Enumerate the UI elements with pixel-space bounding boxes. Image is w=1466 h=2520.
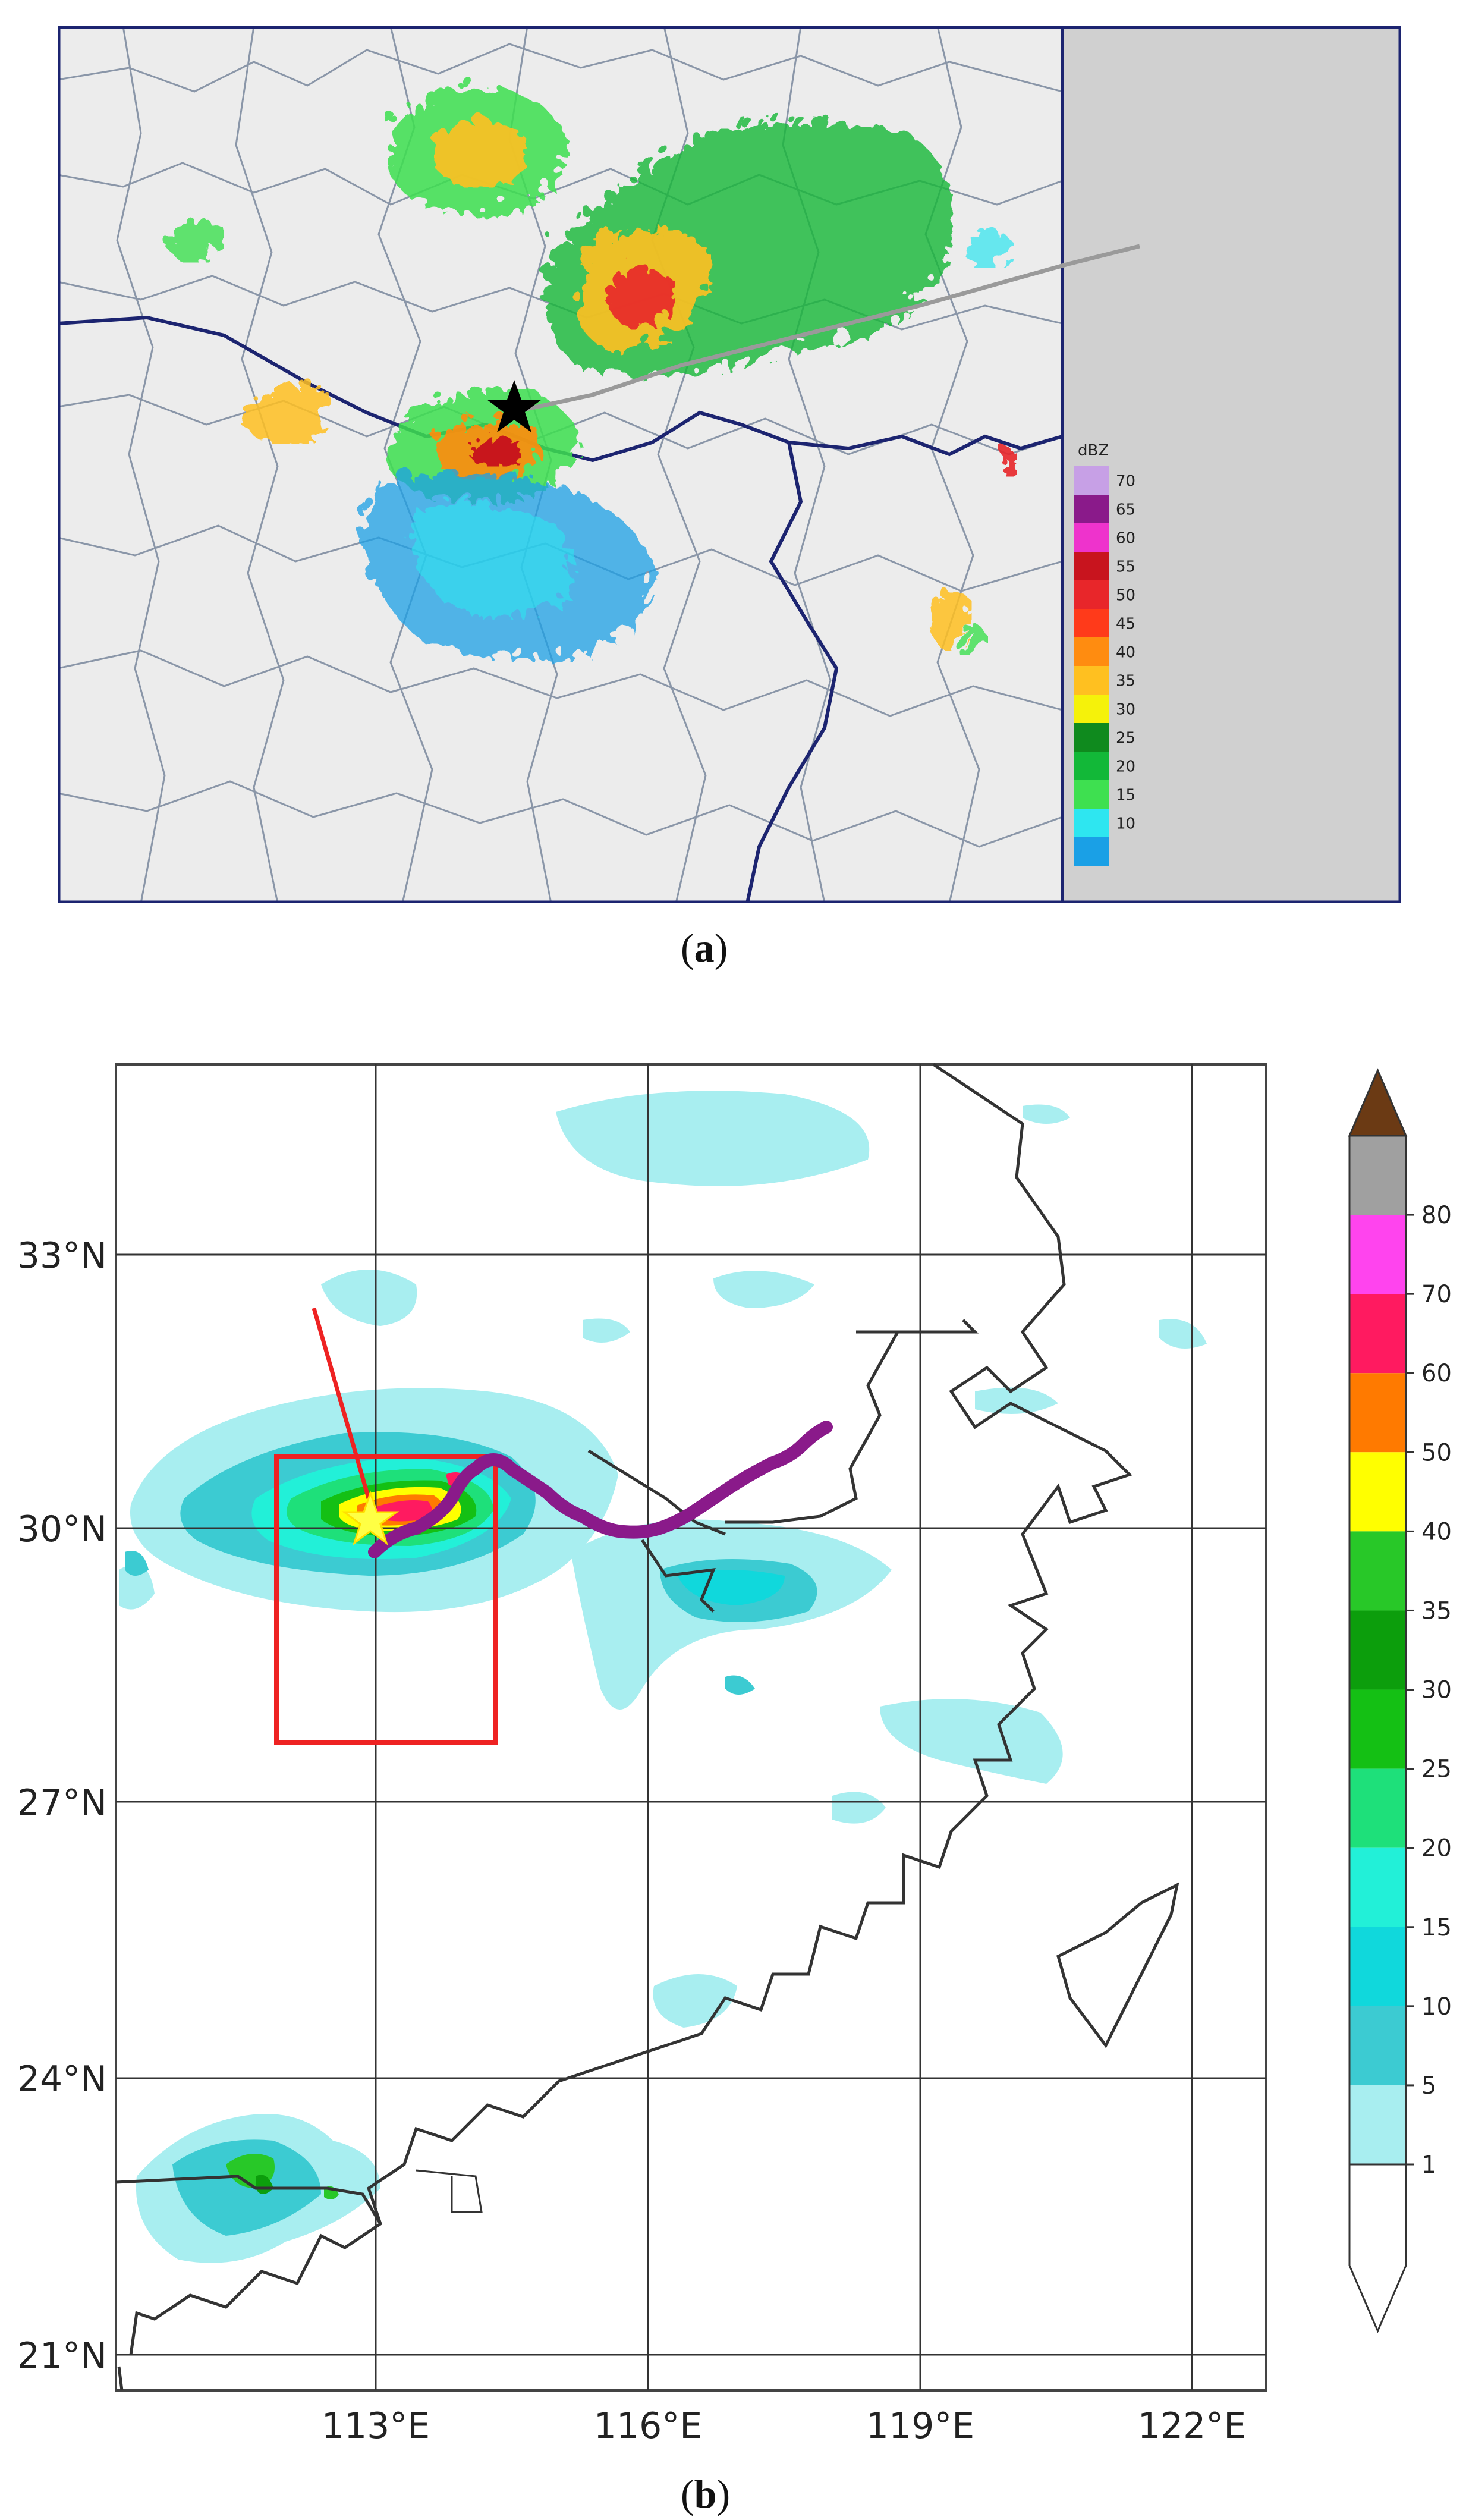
graticule — [116, 1064, 1266, 2390]
dbz-legend-swatch — [1074, 495, 1109, 523]
colorbar-label: 50 — [1421, 1439, 1452, 1466]
latitude-label: 30°N — [17, 1509, 107, 1550]
dbz-legend-value: 10 — [1116, 815, 1135, 833]
colorbar-swatch — [1349, 1610, 1406, 1690]
dbz-legend: dBZ 70 65 60 55 50 45 40 35 30 25 20 15 10 — [1074, 442, 1135, 866]
dbz-legend-value: 65 — [1116, 501, 1135, 519]
colorbar-top-extension — [1348, 1068, 1408, 1137]
colorbar-swatch — [1349, 1689, 1406, 1769]
dbz-legend-value: 35 — [1116, 673, 1135, 690]
latitude-label: 21°N — [17, 2335, 107, 2377]
dbz-legend-value: 60 — [1116, 530, 1135, 548]
dbz-legend-swatch — [1074, 666, 1109, 695]
colorbar-swatch — [1349, 1531, 1406, 1611]
storm-track-line — [509, 244, 1140, 415]
colorbar-label: 1 — [1421, 2151, 1436, 2179]
colorbar-bottom-extension — [1348, 2163, 1407, 2333]
dbz-legend-swatch — [1074, 466, 1109, 495]
colorbar-swatch — [1349, 1373, 1406, 1453]
colorbar-swatch — [1349, 1215, 1406, 1294]
colorbar-outline — [1348, 1135, 1407, 2166]
latitude-label: 33°N — [17, 1235, 107, 1277]
colorbar-label: 30 — [1421, 1677, 1452, 1704]
dbz-legend-value: 50 — [1116, 587, 1135, 605]
latitude-label: 24°N — [17, 2059, 107, 2100]
dbz-legend-swatch — [1074, 837, 1109, 866]
model-storm-track — [368, 1421, 833, 1558]
latitude-labels: 33°N 30°N 27°N 24°N 21°N — [17, 1235, 107, 2377]
radar-echoes — [163, 81, 1015, 652]
colorbar-label: 20 — [1421, 1835, 1452, 1862]
dbz-legend-value: 20 — [1116, 758, 1135, 776]
star-icon — [341, 1490, 399, 1545]
longitude-labels: 113°E 116°E 119°E 122°E — [322, 2405, 1246, 2447]
latitude-label: 27°N — [17, 1782, 107, 1824]
colorbar-label: 60 — [1421, 1360, 1452, 1387]
colorbar-swatch — [1349, 1847, 1406, 1927]
colorbar-label: 70 — [1421, 1281, 1452, 1308]
colorbar-label: 35 — [1421, 1597, 1452, 1625]
focus-region-box — [274, 1308, 498, 1745]
dbz-legend-value: 55 — [1116, 558, 1135, 576]
colorbar-swatch — [1349, 1768, 1406, 1848]
longitude-label: 122°E — [1138, 2405, 1246, 2447]
model-map: 33°N 30°N 27°N 24°N 21°N 113°E 116°E 119°E 122°… — [17, 1063, 1452, 2447]
dbz-legend-swatch — [1074, 723, 1109, 752]
colorbar-label: 5 — [1421, 2072, 1436, 2100]
colorbar-swatch — [1349, 1927, 1406, 2006]
colorbar-swatch — [1349, 2006, 1406, 2085]
colorbar-swatch — [1349, 2085, 1406, 2164]
dbz-legend-value: 15 — [1116, 787, 1135, 805]
colorbar-label: 80 — [1421, 1202, 1452, 1229]
longitude-label: 116°E — [594, 2405, 702, 2447]
gray-outside-area — [1062, 26, 1401, 903]
dbz-legend-swatch — [1074, 609, 1109, 637]
dbz-legend-value: 25 — [1116, 730, 1135, 747]
star-icon — [487, 380, 542, 432]
dbz-legend-swatch — [1074, 695, 1109, 723]
colorbar-label: 25 — [1421, 1756, 1452, 1783]
colorbar-swatch — [1349, 1294, 1406, 1374]
dbz-legend-title: dBZ — [1078, 442, 1109, 460]
longitude-label: 119°E — [866, 2405, 974, 2447]
dbz-legend-swatch — [1074, 637, 1109, 666]
colorbar-label: 40 — [1421, 1518, 1452, 1545]
radar-panel-a: dBZ 70 65 60 55 50 45 40 35 30 25 20 15 10 — [57, 26, 1402, 904]
dbz-legend-swatch — [1074, 752, 1109, 780]
coastline — [115, 1063, 1179, 2391]
dbz-legend-swatch — [1074, 809, 1109, 837]
panel-a-label: (a) — [681, 925, 728, 970]
radar-map-frame — [57, 26, 1402, 904]
model-panel-b: 33°N 30°N 27°N 24°N 21°N 113°E 116°E 119°E 122°… — [0, 1058, 1466, 2517]
colorbar-swatch — [1349, 1452, 1406, 1532]
dbz-legend-swatch — [1074, 580, 1109, 609]
dbz-legend-swatch — [1074, 523, 1109, 552]
colorbar-label: 15 — [1421, 1914, 1452, 1941]
dbz-legend-value: 40 — [1116, 644, 1135, 662]
dbz-legend-value: 45 — [1116, 615, 1135, 633]
dbz-legend-value: 30 — [1116, 701, 1135, 719]
radar-map: dBZ 70 65 60 55 50 45 40 35 30 25 20 15 10 — [57, 26, 1402, 904]
dbz-legend-value: 70 — [1116, 473, 1135, 491]
dbz-legend-swatch — [1074, 780, 1109, 809]
dbz-legend-swatch — [1074, 552, 1109, 580]
longitude-label: 113°E — [322, 2405, 430, 2447]
panel-b-label: (b) — [681, 2471, 731, 2516]
colorbar-swatch — [1349, 1136, 1406, 1215]
precipitation-colorbar: 80 70 60 50 40 35 30 25 20 15 10 5 1 — [1348, 1068, 1452, 2333]
colorbar-label: 10 — [1421, 1993, 1452, 2021]
